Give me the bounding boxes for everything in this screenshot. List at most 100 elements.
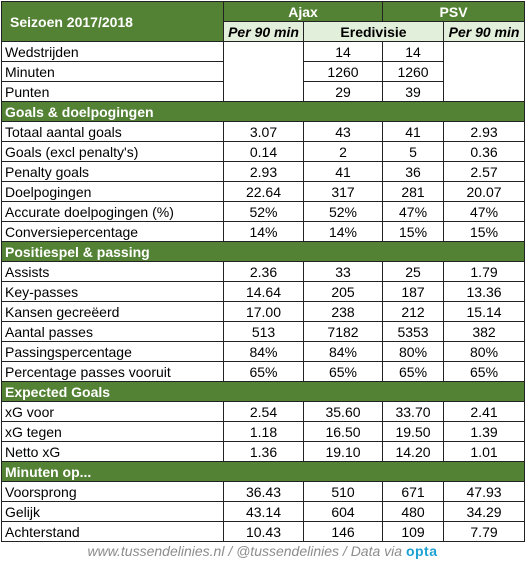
psv-total-cell: 65%: [382, 361, 445, 382]
row-label: Doelpogingen: [1, 181, 224, 202]
subheader-row: Per 90 min Eredivisie Per 90 min: [2, 21, 525, 42]
section-title: Positiespel & passing: [0, 241, 525, 262]
psv-total-cell: 19.50: [382, 421, 445, 442]
ajax-per90-cell: 84%: [223, 341, 304, 362]
ajax-total-cell: 19.10: [302, 441, 384, 462]
ajax-total-cell: 29: [302, 81, 384, 102]
table-row: Voorsprong 36.43 510 671 47.93: [1, 481, 525, 502]
row-label: Passingspercentage: [1, 341, 224, 362]
ajax-per90-header: Per 90 min: [223, 21, 304, 42]
psv-per90-cell: 13.36: [443, 281, 525, 302]
header-row: Seizoen 2017/2018 Ajax PSV: [1, 1, 525, 42]
row-label: xG voor: [1, 401, 224, 422]
table-row: Wedstrijden 14 14: [1, 41, 525, 102]
psv-total-cell: 25: [382, 261, 445, 282]
ajax-total-cell: 14%: [302, 221, 384, 242]
psv-per90-cell: 1.01: [443, 441, 525, 462]
opta-logo: opta: [405, 543, 438, 559]
ajax-total-cell: 52%: [302, 201, 384, 222]
table-row: Passingspercentage 84% 84% 80% 80%: [1, 341, 525, 362]
psv-total-cell: 109: [382, 521, 445, 542]
psv-per90-header: Per 90 min: [443, 21, 525, 42]
table-row: Punten 29 39: [1, 81, 525, 102]
row-label: Totaal aantal goals: [1, 121, 224, 142]
row-label: Key-passes: [1, 281, 224, 302]
ajax-total-cell: 41: [302, 161, 384, 182]
ajax-per90-cell: 22.64: [223, 181, 304, 202]
psv-per90-cell: 65%: [443, 361, 525, 382]
ajax-per90-cell: 43.14: [223, 501, 304, 522]
ajax-per90-cell: 2.36: [223, 261, 304, 282]
psv-per90-cell: 1.39: [443, 421, 525, 442]
psv-per90-cell: 80%: [443, 341, 525, 362]
table-row: Aantal passes 513 7182 5353 382: [1, 321, 525, 342]
table-row: Accurate doelpogingen (%) 52% 52% 47% 47%: [1, 201, 525, 222]
ajax-per90-cell: 36.43: [223, 481, 304, 502]
row-label: Accurate doelpogingen (%): [1, 201, 224, 222]
psv-total-cell: 14: [382, 41, 445, 62]
ajax-total-cell: 14: [302, 41, 384, 62]
ajax-total-cell: 84%: [302, 341, 384, 362]
psv-per90-cell: 34.29: [443, 501, 525, 522]
ajax-total-cell: 16.50: [302, 421, 384, 442]
table-row: Doelpogingen 22.64 317 281 20.07: [1, 181, 525, 202]
psv-total-cell: 5353: [382, 321, 445, 342]
ajax-per90-cell: 10.43: [223, 521, 304, 542]
psv-per90-cell: 382: [443, 321, 525, 342]
table-row: Assists 2.36 33 25 1.79: [1, 261, 525, 282]
psv-total-cell: 480: [382, 501, 445, 522]
psv-total-cell: 33.70: [382, 401, 445, 422]
ajax-per90-cell: 1.36: [223, 441, 304, 462]
ajax-total-cell: 33: [302, 261, 384, 282]
team-ajax-header: Ajax: [222, 1, 384, 22]
psv-per90-cell: 2.41: [443, 401, 525, 422]
psv-total-cell: 187: [382, 281, 445, 302]
row-label: Kansen gecreëerd: [1, 301, 224, 322]
ajax-per90-cell: 2.93: [223, 161, 304, 182]
row-label: Punten: [1, 81, 224, 102]
ajax-total-cell: 2: [302, 141, 384, 162]
psv-total-cell: 80%: [382, 341, 445, 362]
row-label: Conversiepercentage: [1, 221, 224, 242]
footer-credit: www.tussendelinies.nl / @tussendelinies …: [1, 541, 524, 562]
psv-per90-cell: 20.07: [443, 181, 525, 202]
ajax-per90-cell: 1.18: [223, 421, 304, 442]
eredivisie-header: Eredivisie: [302, 21, 445, 42]
row-label: Voorsprong: [1, 481, 224, 502]
table-row: Gelijk 43.14 604 480 34.29: [1, 501, 525, 522]
team-psv-header: PSV: [382, 1, 525, 22]
empty-cell: [443, 41, 525, 102]
row-label: Wedstrijden: [1, 41, 224, 62]
row-label: xG tegen: [1, 421, 224, 442]
ajax-total-cell: 510: [302, 481, 384, 502]
psv-per90-cell: 7.79: [443, 521, 525, 542]
psv-total-cell: 1260: [382, 61, 445, 82]
ajax-total-cell: 604: [302, 501, 384, 522]
psv-per90-cell: 2.57: [443, 161, 525, 182]
section-title: Minuten op...: [0, 461, 525, 482]
psv-per90-cell: 2.93: [443, 121, 525, 142]
row-label: Gelijk: [1, 501, 224, 522]
ajax-per90-cell: 65%: [223, 361, 304, 382]
ajax-total-cell: 205: [302, 281, 384, 302]
row-label: Netto xG: [1, 441, 224, 462]
footer-text: www.tussendelinies.nl / @tussendelinies …: [87, 543, 403, 559]
psv-total-cell: 281: [382, 181, 445, 202]
section-title: Goals & doelpogingen: [0, 101, 525, 122]
table-row: Netto xG 1.36 19.10 14.20 1.01: [1, 441, 525, 462]
row-label: Aantal passes: [1, 321, 224, 342]
psv-total-cell: 5: [382, 141, 445, 162]
row-label: Percentage passes vooruit: [1, 361, 224, 382]
psv-total-cell: 15%: [382, 221, 445, 242]
psv-total-cell: 36: [382, 161, 445, 182]
ajax-per90-cell: 0.14: [223, 141, 304, 162]
stats-table: Seizoen 2017/2018 Ajax PSV Per 90 min Er…: [0, 1, 525, 542]
ajax-total-cell: 146: [302, 521, 384, 542]
section-header-row: Minuten op...: [0, 461, 525, 482]
ajax-per90-cell: 513: [223, 321, 304, 342]
table-row: Goals (excl penalty's) 0.14 2 5 0.36: [1, 141, 525, 162]
psv-total-cell: 39: [382, 81, 445, 102]
season-title: Seizoen 2017/2018: [1, 1, 224, 42]
psv-total-cell: 47%: [382, 201, 445, 222]
row-label: Minuten: [1, 61, 224, 82]
